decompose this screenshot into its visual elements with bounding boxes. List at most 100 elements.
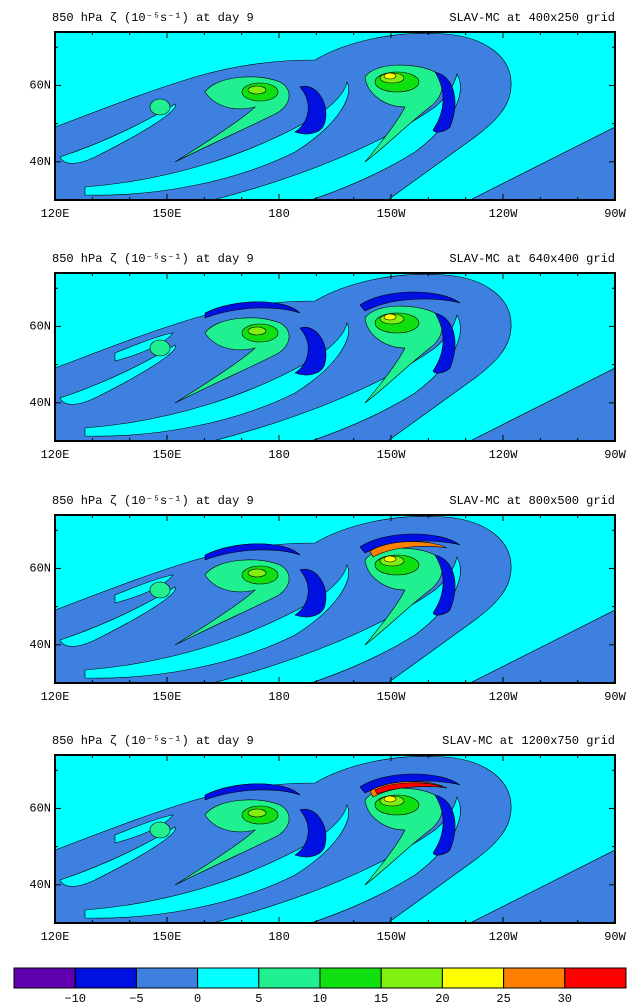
negative-crescent xyxy=(432,554,456,616)
swirl-core xyxy=(383,72,397,80)
colorbar-box xyxy=(197,967,260,989)
panel-title-left: 850 hPa ζ (10⁻⁵s⁻¹) at day 9 xyxy=(52,252,254,266)
x-tick-label: 90W xyxy=(604,448,626,462)
y-tick-label: 60N xyxy=(29,320,51,334)
negative-arc xyxy=(204,783,301,801)
x-tick-label: 120W xyxy=(489,930,519,944)
x-tick-label: 150E xyxy=(153,207,182,221)
swirl-core xyxy=(383,555,397,563)
panel-title-left: 850 hPa ζ (10⁻⁵s⁻¹) at day 9 xyxy=(52,11,254,25)
colorbar-label: −10 xyxy=(64,992,86,1006)
negative-arc xyxy=(359,291,461,312)
cyan-tongue xyxy=(84,804,349,919)
colorbar-label: 30 xyxy=(558,992,572,1006)
swirl-core xyxy=(247,326,267,336)
colorbar-box xyxy=(13,967,76,989)
x-tick-label: 150W xyxy=(377,448,407,462)
plot-frame xyxy=(54,514,616,684)
x-tick-label: 120W xyxy=(489,690,519,704)
negative-crescent xyxy=(294,85,327,135)
colorbar-label: 10 xyxy=(313,992,327,1006)
x-tick-label: 150W xyxy=(377,930,407,944)
negative-arc xyxy=(204,301,301,319)
swirl-core xyxy=(383,795,397,803)
colorbar-label: 0 xyxy=(194,992,201,1006)
colorbar-box xyxy=(319,967,382,989)
x-tick-label: 120W xyxy=(489,448,519,462)
x-tick-label: 180 xyxy=(268,690,290,704)
contour-map xyxy=(55,32,615,200)
negative-crescent xyxy=(432,794,456,856)
panel-title-right: SLAV-MC at 400x250 grid xyxy=(449,11,615,25)
green-blob xyxy=(149,581,171,599)
cyan-tongue xyxy=(59,103,176,164)
colorbar-label: 5 xyxy=(255,992,262,1006)
x-tick-label: 120E xyxy=(41,207,70,221)
negative-crescent xyxy=(294,326,327,376)
swirl-core xyxy=(247,85,267,95)
x-tick-label: 90W xyxy=(604,930,626,944)
negative-region xyxy=(469,126,615,200)
negative-crescent xyxy=(294,568,327,618)
cyan-tongue xyxy=(211,314,461,441)
x-tick-label: 150W xyxy=(377,690,407,704)
swirl-core xyxy=(247,808,267,818)
cyan-tongue xyxy=(211,73,461,200)
swirl-core xyxy=(383,313,397,321)
colorbar-box xyxy=(258,967,321,989)
negative-region xyxy=(469,849,615,923)
x-tick-label: 120E xyxy=(41,690,70,704)
y-tick-label: 40N xyxy=(29,155,51,169)
panel-title-right: SLAV-MC at 800x500 grid xyxy=(449,494,615,508)
y-tick-label: 60N xyxy=(29,802,51,816)
cyan-tongue xyxy=(59,826,176,887)
green-blob xyxy=(149,339,171,357)
y-tick-label: 40N xyxy=(29,878,51,892)
x-tick-label: 180 xyxy=(268,207,290,221)
colorbar-label: −5 xyxy=(129,992,143,1006)
y-tick-label: 60N xyxy=(29,562,51,576)
y-tick-label: 40N xyxy=(29,396,51,410)
cyan-tongue xyxy=(211,796,461,923)
x-tick-label: 180 xyxy=(268,930,290,944)
cyan-tongue xyxy=(211,556,461,683)
colorbar-box xyxy=(135,967,199,989)
cyan-tongue xyxy=(84,322,349,437)
plot-frame xyxy=(54,272,616,442)
colorbar-box xyxy=(74,967,137,989)
cyan-tongue xyxy=(84,81,349,196)
panel-title-left: 850 hPa ζ (10⁻⁵s⁻¹) at day 9 xyxy=(52,494,254,508)
positive-arc xyxy=(374,782,444,795)
x-tick-label: 90W xyxy=(604,207,626,221)
contour-map xyxy=(55,515,615,683)
x-tick-label: 150E xyxy=(153,448,182,462)
x-tick-label: 150E xyxy=(153,930,182,944)
colorbar-box xyxy=(441,967,505,989)
negative-crescent xyxy=(294,808,327,858)
contour-map xyxy=(55,755,615,923)
negative-arc xyxy=(204,543,301,561)
x-tick-label: 120E xyxy=(41,448,70,462)
x-tick-label: 120W xyxy=(489,207,519,221)
cyan-tongue xyxy=(59,344,176,405)
x-tick-label: 180 xyxy=(268,448,290,462)
green-blob xyxy=(149,98,171,116)
negative-crescent xyxy=(432,312,456,374)
panel-title-left: 850 hPa ζ (10⁻⁵s⁻¹) at day 9 xyxy=(52,734,254,748)
colorbar-label: 25 xyxy=(496,992,510,1006)
x-tick-label: 120E xyxy=(41,930,70,944)
y-tick-label: 60N xyxy=(29,79,51,93)
colorbar-box xyxy=(380,967,443,989)
colorbar-label: 20 xyxy=(435,992,449,1006)
negative-region xyxy=(469,367,615,441)
colorbar-box xyxy=(503,967,566,989)
x-tick-label: 150E xyxy=(153,690,182,704)
positive-arc xyxy=(369,541,448,558)
x-tick-label: 150W xyxy=(377,207,407,221)
negative-region xyxy=(469,609,615,683)
plot-frame xyxy=(54,754,616,924)
swirl-core xyxy=(247,568,267,578)
contour-map xyxy=(55,273,615,441)
cyan-tongue xyxy=(84,564,349,679)
